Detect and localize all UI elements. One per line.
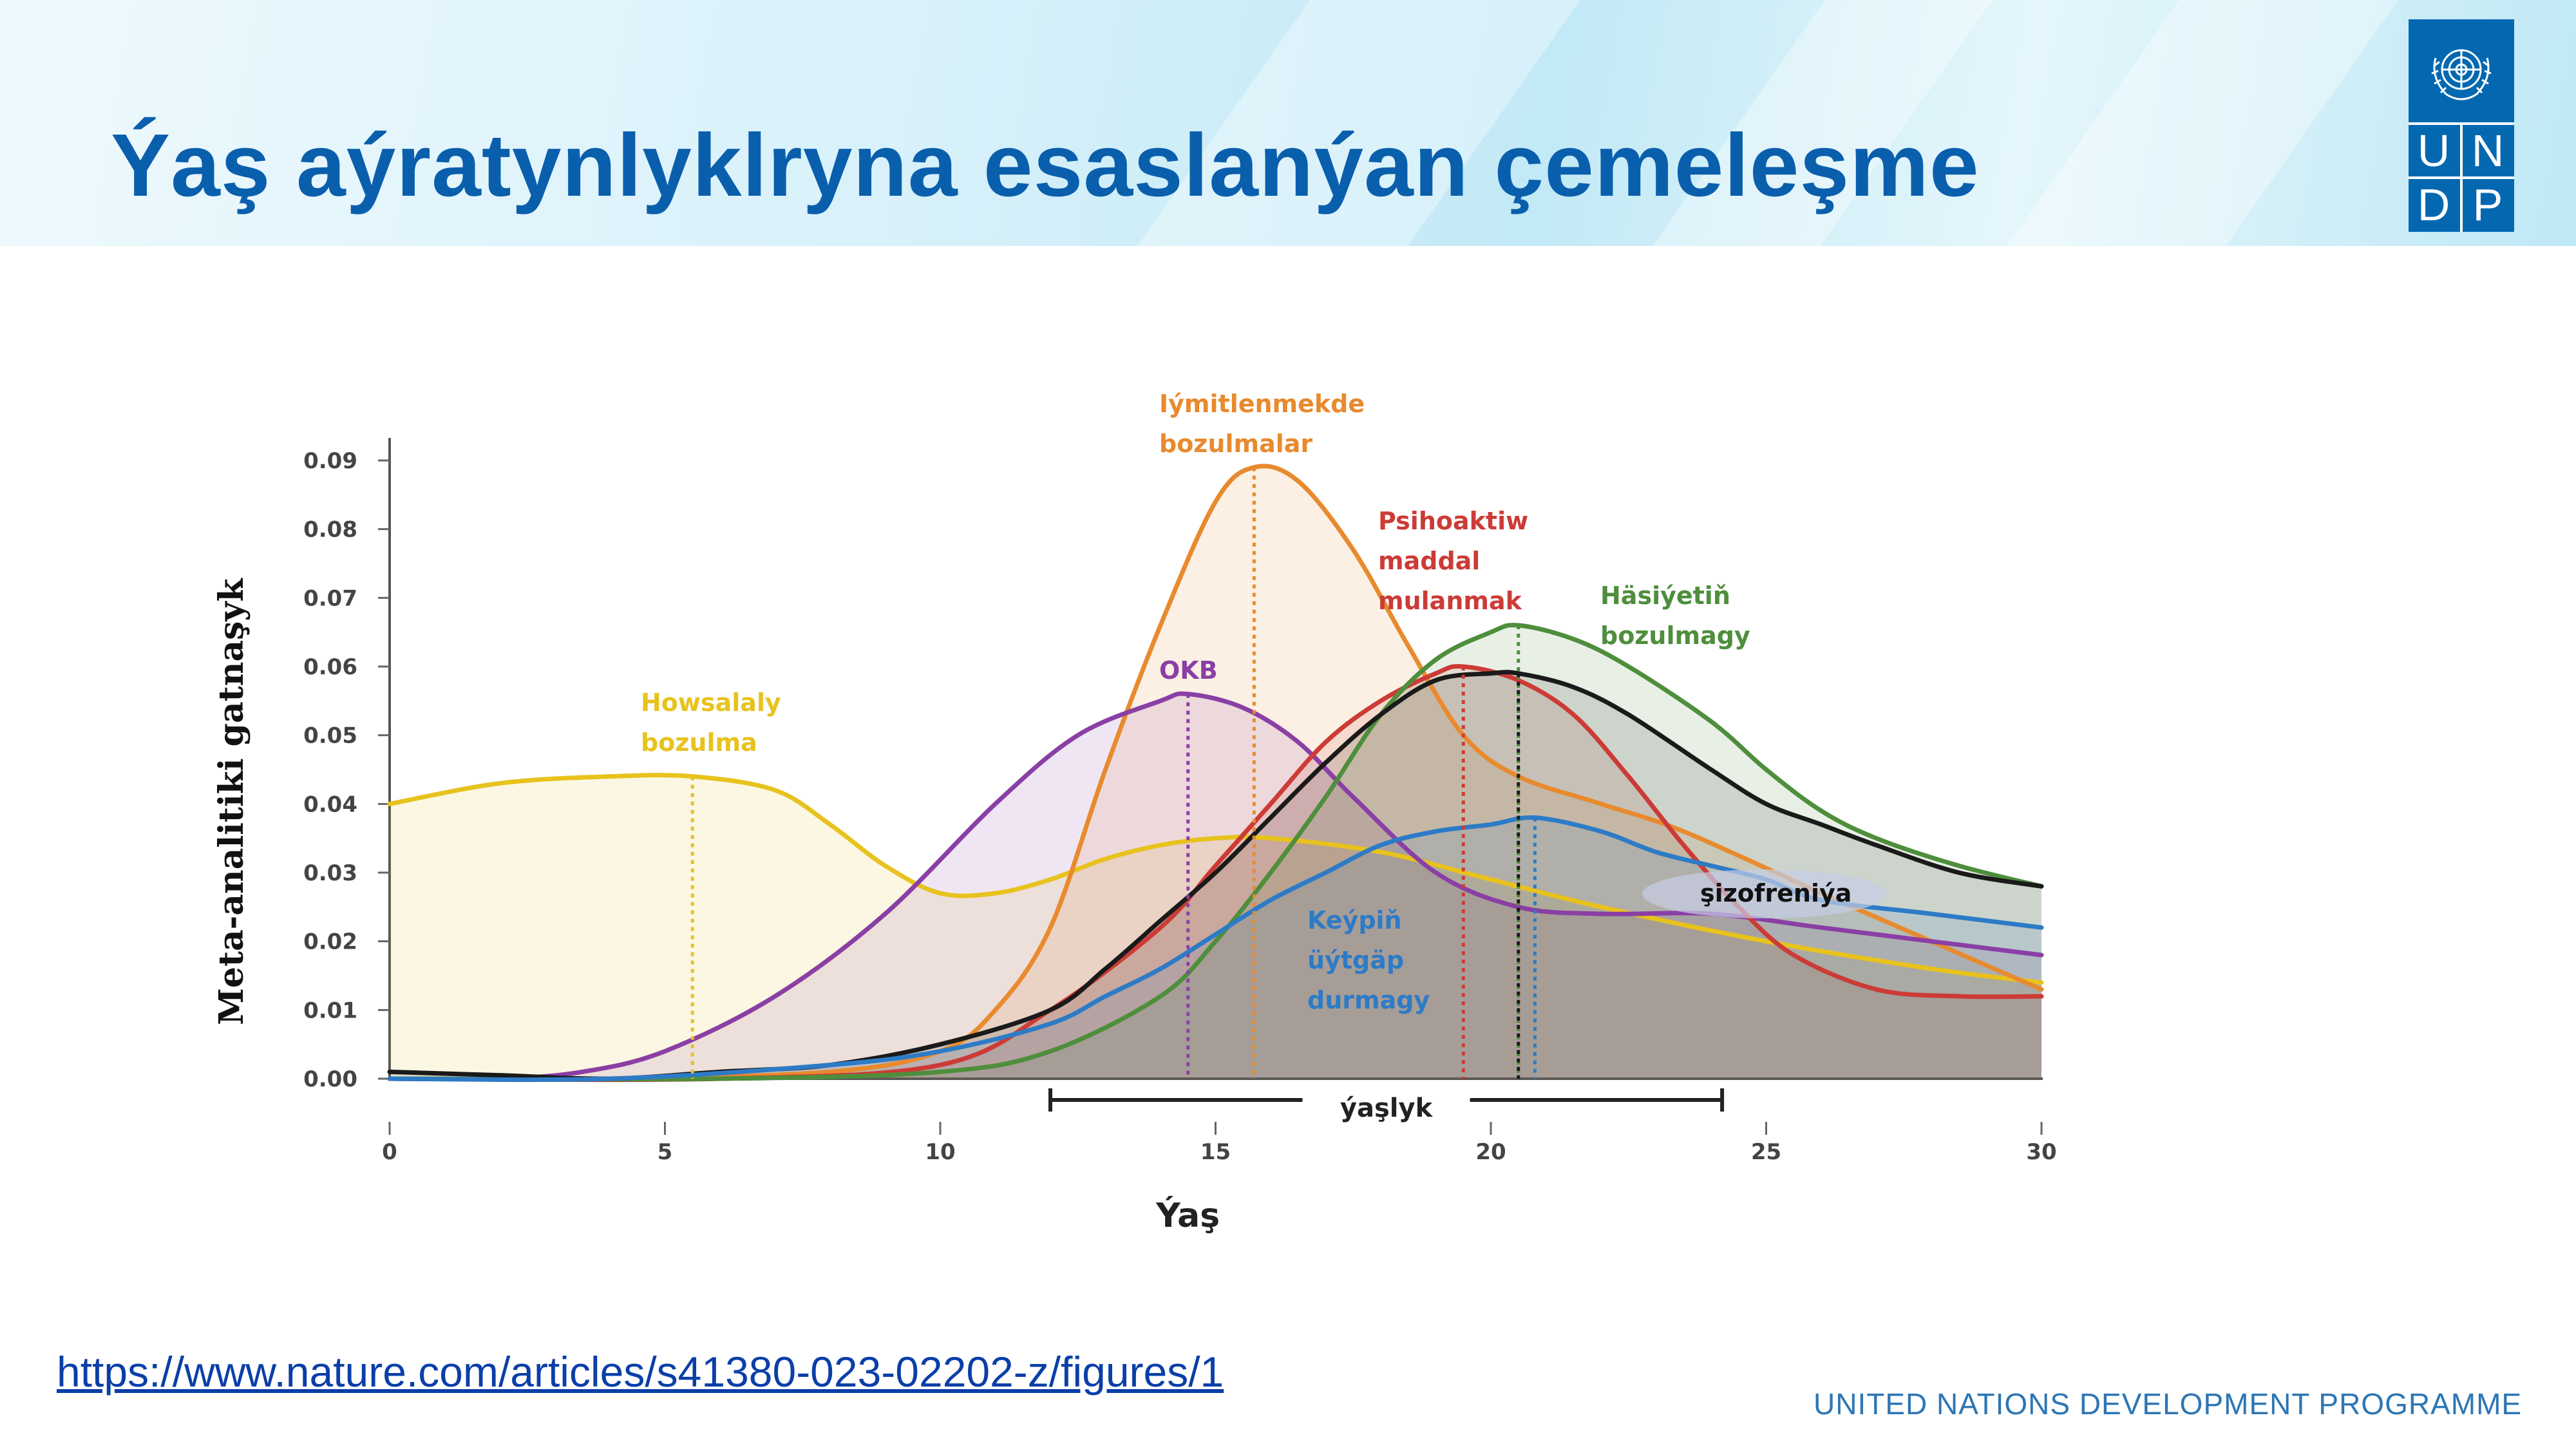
undp-logo: U N D P (2409, 19, 2514, 232)
x-tick-label: 10 (925, 1139, 955, 1165)
y-tick-label: 0.00 (303, 1066, 357, 1092)
y-tick-label: 0.02 (303, 929, 357, 955)
x-tick-label: 20 (1475, 1139, 1506, 1165)
y-tick-label: 0.01 (303, 998, 357, 1023)
series-label-hasiyetin-bozulmagy: Häsiýetiň bozulmagy (1600, 582, 1750, 650)
header-band (0, 0, 2576, 246)
header-light-ray (2007, 0, 2398, 246)
series-label-sizofreniya: şizofreniýa (1700, 879, 1852, 907)
series-label-keypin-uytgap-durmagy: Keýpiň üýtgäp durmagy (1307, 906, 1430, 1014)
logo-letter: P (2472, 180, 2503, 230)
series-area-hasiyetin-bozulmagy (390, 625, 2041, 1079)
logo-letter: D (2417, 180, 2450, 230)
series-area-howsalaly-bozulma (390, 775, 2041, 1079)
series-label-howsalaly-bozulma: Howsalaly bozulma (641, 688, 781, 757)
series-label-psihoaktiw-maddal-mulanmak: Psihoaktiw maddal mulanmak (1378, 507, 1528, 615)
series-label-okb: OKB (1159, 656, 1218, 685)
series-area-iymitlenmekde-bozulmalar (390, 466, 2041, 1079)
x-tick-label: 30 (2026, 1139, 2056, 1165)
y-tick-label: 0.03 (303, 860, 357, 886)
footer-organization: UNITED NATIONS DEVELOPMENT PROGRAMME (1814, 1387, 2523, 1421)
youth-range-label-bg (1302, 1081, 1470, 1126)
series-label-iymitlenmekde-bozulmalar: Iýmitlenmekde bozulmalar (1159, 390, 1365, 458)
y-axis-title: Meta-analitiki gatnaşyk (212, 578, 251, 1025)
logo-divider (2460, 122, 2463, 232)
slide-title: Ýaş aýratynlyklryna esaslanýan çemeleşme (111, 116, 1980, 215)
youth-range-label: ýaşlyk (1340, 1094, 1434, 1123)
y-tick-label: 0.06 (303, 654, 357, 680)
y-tick-label: 0.04 (303, 791, 357, 817)
x-tick-label: 15 (1200, 1139, 1231, 1165)
series-line-iymitlenmekde-bozulmalar (387, 464, 2044, 1082)
y-tick-label: 0.09 (303, 448, 357, 474)
x-tick-label: 0 (382, 1139, 397, 1165)
series-line-howsalaly-bozulma (387, 773, 2044, 985)
y-tick-label: 0.08 (303, 517, 357, 543)
logo-letter: N (2471, 126, 2505, 176)
series-label-bubble (1642, 869, 1887, 918)
series-area-okb (390, 694, 2041, 1079)
un-emblem-icon (2431, 49, 2492, 100)
logo-letter: U (2417, 126, 2450, 176)
series-line-hasiyetin-bozulmagy (387, 623, 2044, 1082)
x-tick-label: 5 (658, 1139, 673, 1165)
y-tick-label: 0.05 (303, 723, 357, 749)
x-tick-label: 25 (1751, 1139, 1781, 1165)
age-onset-chart: 0.00 0.01 0.02 0.03 0.04 0.05 0.06 0.07 0.08 0.09… (212, 390, 2057, 1235)
x-axis-title: Ýaş (1155, 1195, 1220, 1235)
series-area-keypin-uytgap-durmagy (390, 817, 2041, 1080)
y-tick-label: 0.07 (303, 585, 357, 611)
source-link[interactable]: https://www.nature.com/articles/s41380-0… (57, 1348, 1224, 1396)
